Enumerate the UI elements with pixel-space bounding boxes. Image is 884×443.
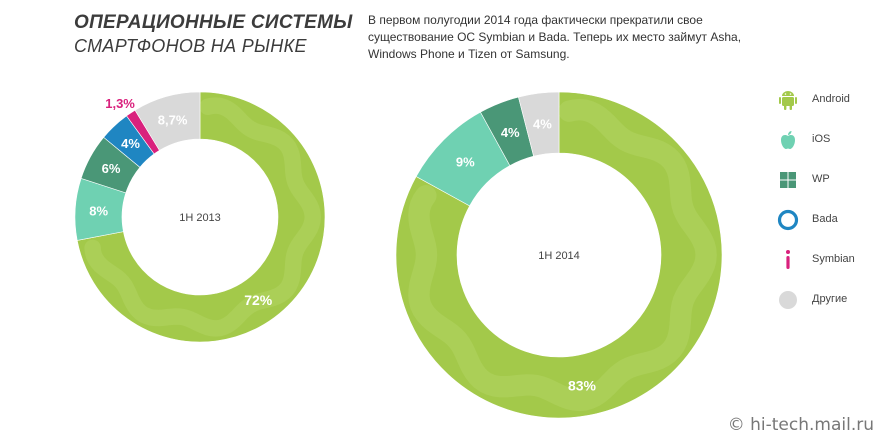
legend-label: WP bbox=[812, 173, 830, 185]
watermark-text: © hi-tech.mail.ru bbox=[727, 415, 874, 435]
center-label: 1H 2013 bbox=[179, 212, 221, 224]
slice-android bbox=[76, 91, 326, 343]
slice-label-android: 72% bbox=[244, 292, 273, 308]
chart-subtitle: СМАРТФОНОВ НА РЫНКЕ bbox=[74, 36, 307, 56]
legend-label: Android bbox=[812, 93, 850, 105]
slice-label-other: 8,7% bbox=[158, 112, 188, 127]
legend-item-wp: WP bbox=[776, 168, 876, 192]
legend-label: Другие bbox=[812, 293, 848, 305]
other-icon bbox=[776, 288, 800, 312]
center-label: 1H 2014 bbox=[538, 250, 580, 262]
slice-label-ios: 9% bbox=[456, 154, 475, 169]
legend-label: Symbian bbox=[812, 253, 855, 265]
legend-label: iOS bbox=[812, 133, 831, 145]
slice-other bbox=[518, 91, 560, 157]
donut-chart-1: 72% 8% 6%4% 1,3% 8,7% 1H 2013 bbox=[74, 91, 326, 343]
android-wave-decoration bbox=[84, 97, 322, 337]
slice-label-wp: 4% bbox=[501, 125, 520, 140]
android-wave-decoration bbox=[408, 98, 717, 412]
apple-icon bbox=[776, 128, 800, 152]
legend-item-other: Другие bbox=[776, 288, 876, 312]
slice-label-bada: 4% bbox=[121, 136, 140, 151]
slice-label-ios: 8% bbox=[89, 204, 108, 219]
slice-label-other: 4% bbox=[533, 117, 552, 132]
bada-icon bbox=[776, 208, 800, 232]
slice-android bbox=[395, 91, 723, 419]
legend-label: Bada bbox=[812, 213, 838, 225]
legend-item-ios: iOS bbox=[776, 128, 876, 152]
donut-chart-2: 83% 9% 4% 4% 1H 2014 bbox=[395, 91, 723, 419]
slice-label-wp: 6% bbox=[102, 161, 121, 176]
legend-item-symbian: Symbian bbox=[776, 248, 876, 272]
chart-title: ОПЕРАЦИОННЫЕ СИСТЕМЫ bbox=[74, 12, 353, 33]
slice-label-android: 83% bbox=[568, 377, 597, 393]
slice-other bbox=[134, 91, 201, 151]
legend-item-bada: Bada bbox=[776, 208, 876, 232]
legend-item-android: Android bbox=[776, 88, 876, 112]
symbian-icon bbox=[776, 248, 800, 272]
windows-icon bbox=[776, 168, 800, 192]
slice-label-symbian: 1,3% bbox=[105, 96, 135, 111]
description-text: В первом полугодии 2014 года фактически … bbox=[368, 13, 742, 61]
android-icon bbox=[776, 88, 800, 112]
